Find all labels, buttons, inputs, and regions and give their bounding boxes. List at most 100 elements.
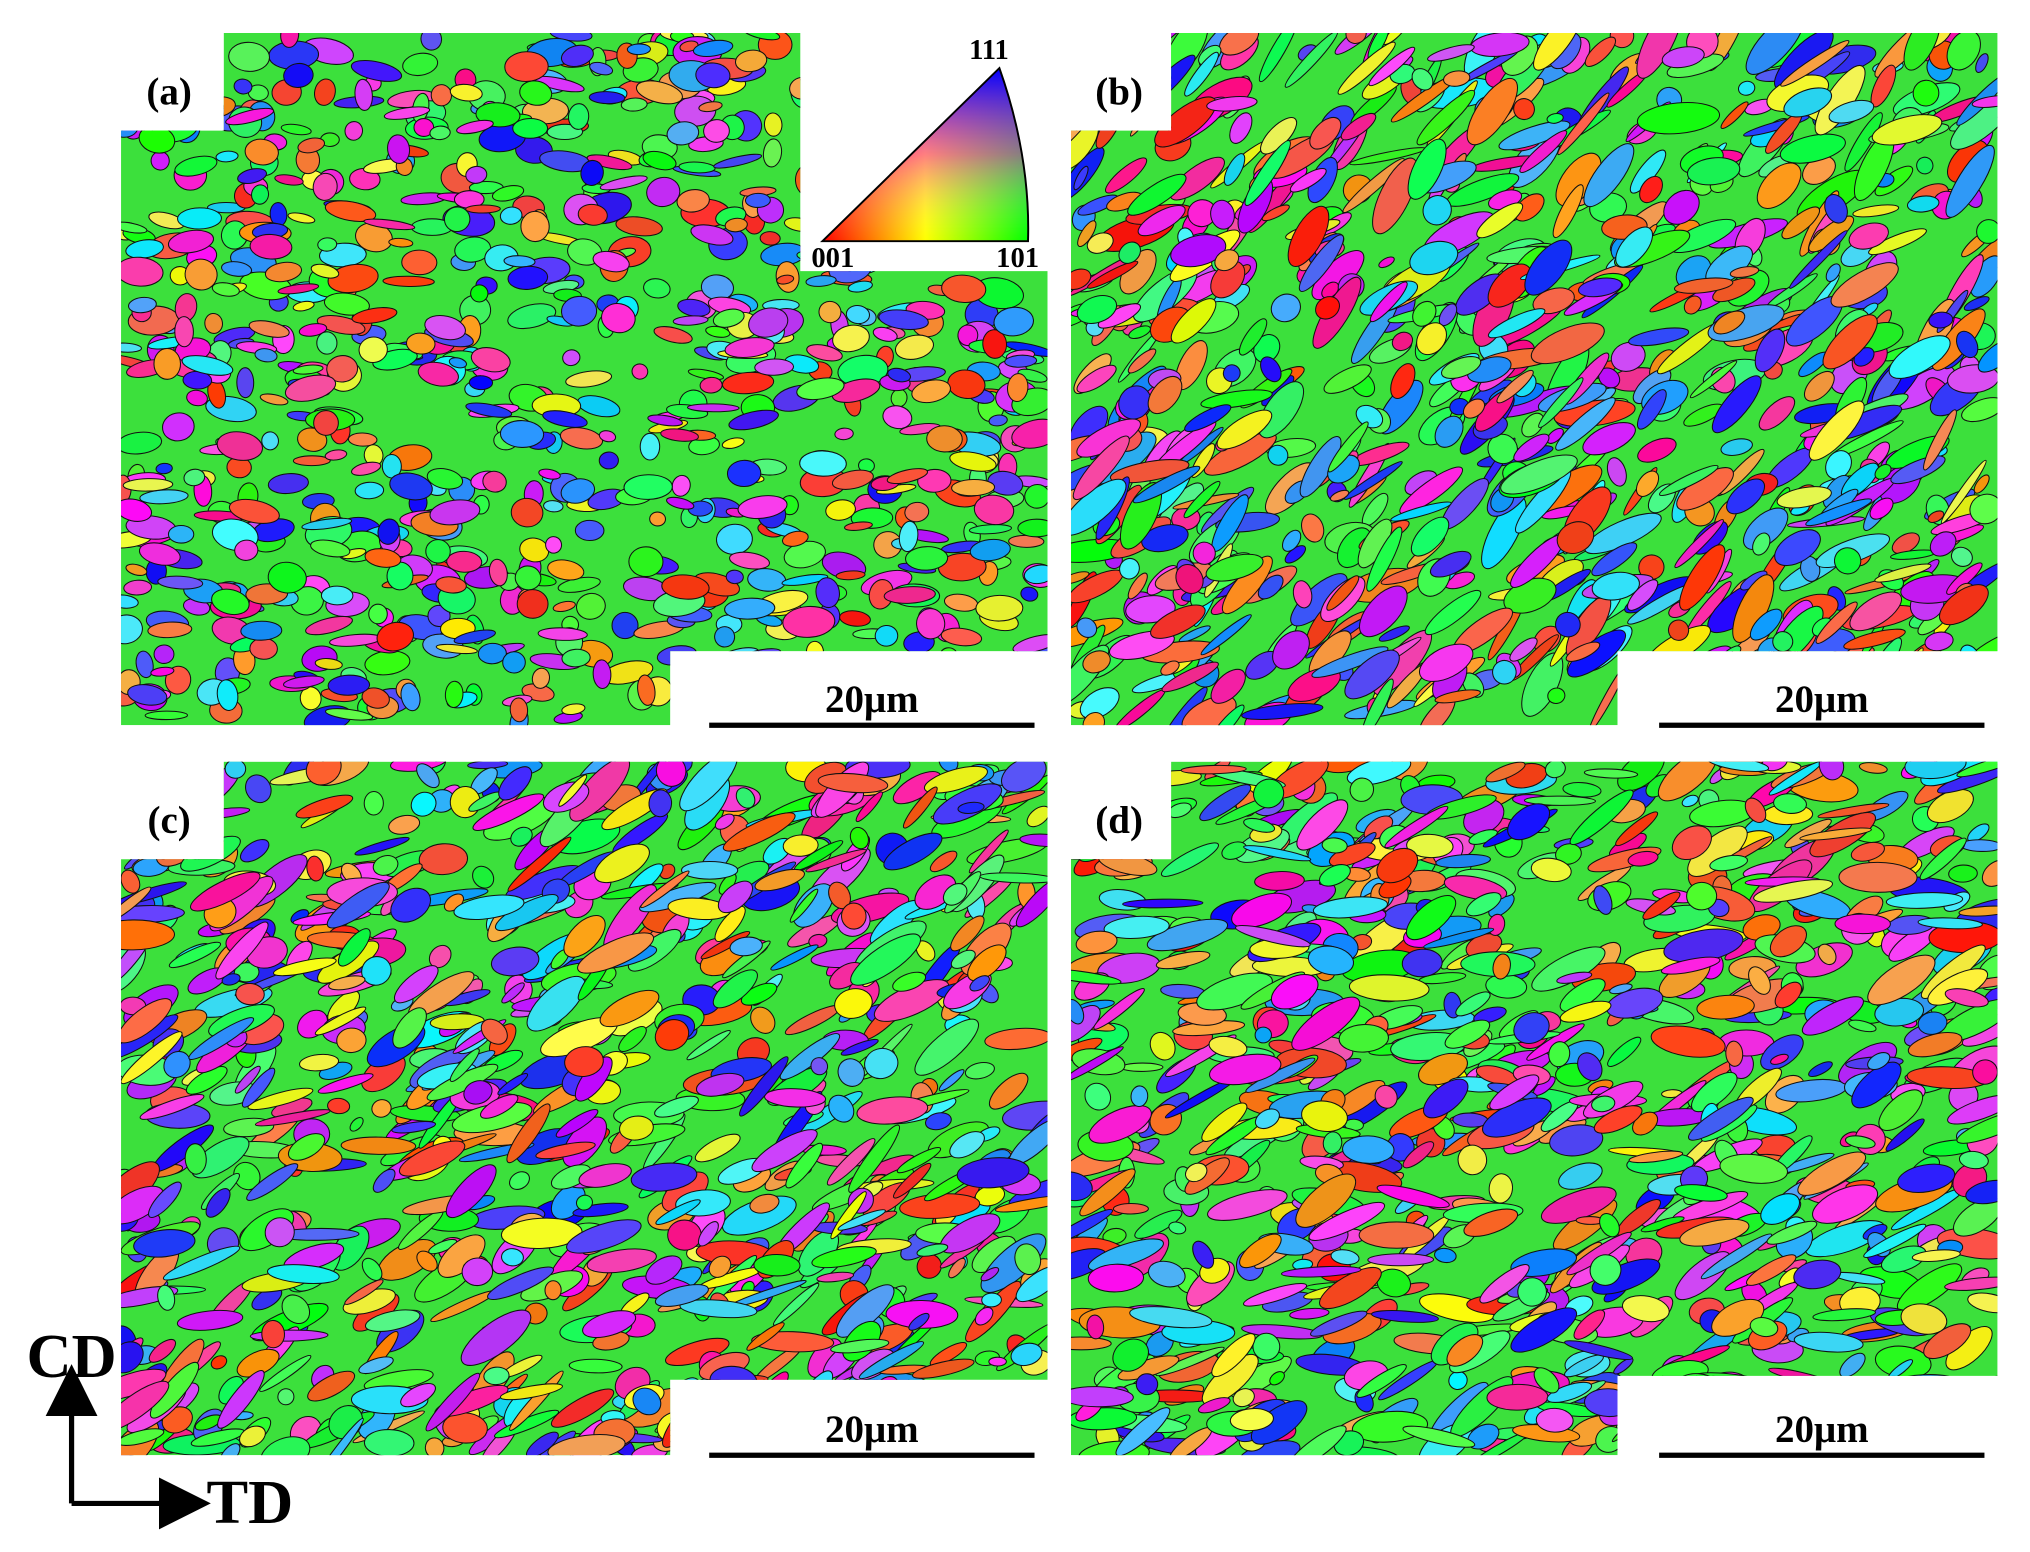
grain (882, 405, 913, 430)
grain (1210, 199, 1235, 230)
grain (854, 246, 893, 261)
grain (575, 592, 606, 620)
grain (1416, 322, 1448, 356)
grain (637, 674, 656, 706)
grain (190, 871, 261, 912)
grain (1463, 1208, 1519, 1237)
grain (1706, 1411, 1776, 1456)
grain (1019, 833, 1048, 848)
grain (1848, 1019, 1877, 1033)
grain (1648, 701, 1675, 726)
grain (1548, 1041, 1571, 1068)
grain (1591, 542, 1638, 577)
grain (1103, 915, 1170, 939)
grain (1719, 448, 1765, 495)
grain (509, 1171, 530, 1190)
grain (1671, 825, 1712, 861)
grain (246, 1163, 299, 1201)
grain (350, 59, 403, 82)
grain (1946, 32, 1981, 71)
grain (281, 1294, 311, 1324)
grain (1709, 854, 1748, 872)
grain (837, 1058, 865, 1087)
grain (1617, 761, 1665, 792)
grain (721, 437, 745, 449)
grain (744, 192, 771, 208)
grain (1284, 32, 1338, 88)
grain (1885, 892, 1964, 909)
grain (1311, 646, 1389, 678)
grain (372, 855, 399, 876)
grain (427, 604, 451, 628)
grain (1017, 368, 1048, 383)
grain (700, 930, 751, 960)
grain (631, 363, 649, 380)
grain (789, 888, 819, 923)
grain (470, 347, 511, 373)
grain (764, 1381, 787, 1406)
grain (1026, 805, 1048, 828)
grain (1411, 68, 1434, 91)
grain (1962, 1424, 1996, 1451)
grain (1419, 643, 1474, 682)
grain (1805, 498, 1873, 527)
grain (344, 121, 364, 141)
grain (377, 518, 400, 545)
grain (1479, 1264, 1530, 1304)
grain (1402, 1425, 1476, 1448)
grain (749, 1193, 780, 1214)
grain (1390, 363, 1416, 400)
grain (728, 409, 779, 431)
grain (1744, 797, 1767, 824)
grain (746, 1322, 785, 1351)
grain (1401, 948, 1443, 978)
grain (363, 218, 416, 231)
grain (1749, 608, 1783, 641)
grain (391, 1120, 437, 1134)
grain (1743, 507, 1789, 550)
grain (1720, 438, 1753, 456)
grain (894, 334, 935, 360)
grain (1793, 1331, 1864, 1353)
grain (364, 1309, 421, 1332)
grain (1754, 328, 1786, 373)
grain (499, 420, 545, 448)
grain (1405, 895, 1457, 941)
grain (1070, 1208, 1114, 1246)
grain (655, 761, 687, 787)
grain (363, 1429, 415, 1456)
grain (216, 431, 264, 461)
grain (586, 1248, 657, 1274)
grain (1319, 864, 1351, 887)
grain (1024, 674, 1048, 689)
grain (1029, 97, 1048, 116)
grain (1532, 287, 1575, 315)
grain (1312, 896, 1388, 919)
grain (1175, 564, 1204, 594)
grain (1700, 705, 1729, 726)
grain (1243, 1282, 1308, 1307)
grain (277, 1388, 295, 1406)
grain (1779, 133, 1846, 164)
orientation-map (1070, 32, 1998, 726)
grain (167, 524, 195, 544)
grain (1070, 770, 1087, 791)
grain (586, 154, 633, 171)
grain (337, 928, 371, 967)
grain (1948, 1397, 1979, 1427)
grain (121, 614, 143, 645)
grain (1035, 95, 1048, 109)
grain (799, 450, 847, 477)
grain (354, 78, 373, 111)
grain (305, 761, 342, 786)
grain (312, 172, 338, 201)
grain (1070, 1171, 1093, 1202)
grain (1513, 1012, 1550, 1044)
grain (1160, 660, 1180, 676)
grain (725, 569, 744, 585)
grain (1014, 1243, 1042, 1276)
grain (1229, 112, 1253, 144)
grain (463, 1080, 493, 1105)
grain (1298, 234, 1345, 293)
grain (1976, 219, 1998, 244)
